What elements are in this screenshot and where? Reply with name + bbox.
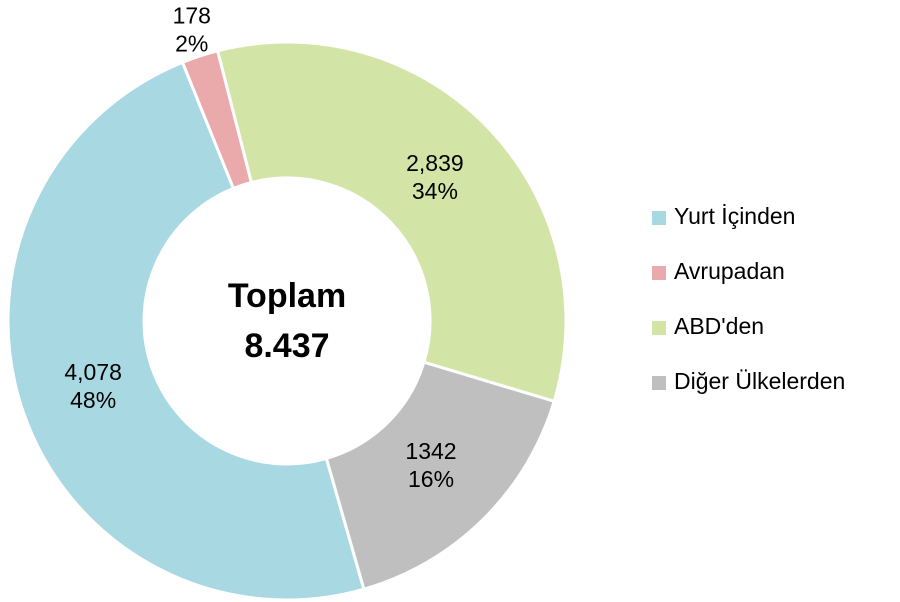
legend-label: Diğer Ülkelerden (674, 368, 845, 394)
donut-slice (324, 360, 557, 592)
percent-label: 48% (70, 387, 116, 413)
value-label: 2,839 (406, 150, 464, 176)
value-label: 4,078 (64, 359, 122, 385)
donut-slice (215, 40, 568, 404)
center-value: 8.437 (244, 327, 329, 365)
legend-label: Yurt İçinden (674, 203, 795, 229)
legend-swatch (652, 376, 666, 390)
legend-swatch (652, 211, 666, 225)
value-label: 178 (173, 2, 211, 28)
legend-swatch (652, 321, 666, 335)
percent-label: 16% (408, 466, 454, 492)
percent-label: 34% (412, 178, 458, 204)
legend-label: Avrupadan (674, 258, 785, 284)
value-label: 1342 (405, 438, 456, 464)
legend-label: ABD'den (674, 313, 764, 339)
percent-label: 2% (175, 30, 208, 56)
legend-swatch (652, 266, 666, 280)
center-label: Toplam (228, 277, 346, 315)
donut-slice (6, 60, 366, 602)
